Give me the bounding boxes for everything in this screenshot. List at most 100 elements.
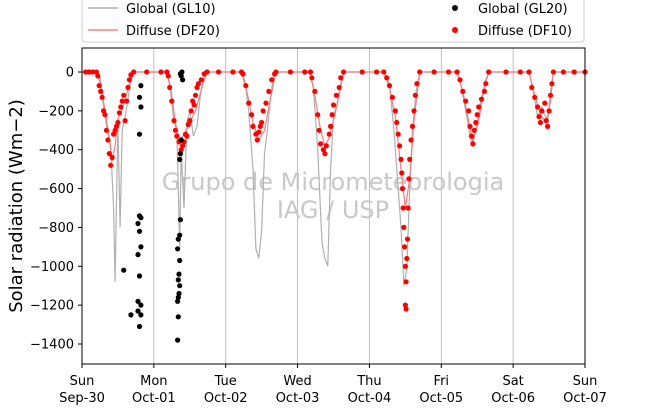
- vertical-gridlines: [153, 48, 514, 364]
- y-tick-label-800: −800: [38, 221, 74, 236]
- point-diffuse-df10-108: [402, 244, 408, 250]
- point-diffuse-df10-1: [86, 69, 92, 75]
- point-diffuse-df10-142: [503, 69, 509, 75]
- point-diffuse-df10-158: [560, 69, 567, 75]
- point-diffuse-df10-132: [468, 133, 475, 139]
- point-diffuse-df10-20: [118, 104, 124, 110]
- point-diffuse-df10-59: [243, 83, 249, 89]
- point-diffuse-df10-45: [187, 118, 193, 124]
- point-diffuse-df10-19: [116, 110, 122, 116]
- x-tick-date-oct-02: Oct-02: [204, 391, 248, 406]
- point-diffuse-df10-141: [486, 69, 492, 75]
- point-diffuse-df10-118: [408, 137, 414, 143]
- point-global-gl20-4: [136, 323, 143, 330]
- point-diffuse-df10-18: [115, 119, 121, 126]
- point-diffuse-df10-79: [315, 112, 321, 118]
- point-global-gl20-18: [175, 337, 181, 343]
- point-global-gl20-36: [177, 71, 183, 77]
- point-diffuse-df10-71: [269, 77, 275, 83]
- point-diffuse-df10-15: [111, 131, 117, 137]
- x-tick-weekday-oct-03: Wed: [283, 374, 311, 389]
- x-tick-date-oct-07: Oct-07: [563, 391, 607, 406]
- point-diffuse-df10-126: [454, 69, 460, 75]
- point-diffuse-df10-32: [165, 73, 171, 79]
- y-tick-label-1000: −1000: [30, 260, 74, 275]
- legend-box: [81, 0, 585, 43]
- point-diffuse-df10-17: [113, 123, 120, 129]
- point-diffuse-df10-30: [158, 69, 164, 75]
- point-diffuse-df10-96: [384, 75, 390, 81]
- point-diffuse-df10-112: [403, 306, 409, 312]
- point-diffuse-df10-25: [125, 84, 131, 91]
- point-diffuse-df10-29: [144, 69, 150, 75]
- series-layer: [82, 69, 588, 343]
- point-diffuse-df10-66: [257, 123, 263, 129]
- point-global-gl20-20: [175, 298, 181, 304]
- point-diffuse-df10-62: [250, 123, 256, 129]
- point-diffuse-df10-110: [403, 279, 409, 285]
- point-diffuse-df10-128: [460, 88, 466, 94]
- point-global-gl20-9: [138, 244, 144, 250]
- point-diffuse-df10-67: [259, 119, 265, 126]
- point-diffuse-df10-93: [359, 69, 365, 75]
- point-diffuse-df10-119: [409, 123, 416, 129]
- point-diffuse-df10-105: [399, 186, 406, 192]
- point-diffuse-df10-33: [167, 84, 173, 91]
- x-axis: Sun Sep-30 Mon Oct-01 Tue Oct-02 Wed Oct-03 Thu O…: [59, 364, 607, 406]
- series-diffuse-df10: [83, 69, 588, 312]
- point-diffuse-df10-136: [474, 112, 480, 118]
- point-diffuse-df10-92: [341, 69, 347, 75]
- point-diffuse-df10-123: [417, 69, 423, 75]
- point-diffuse-df10-70: [266, 88, 272, 94]
- point-diffuse-df10-140: [483, 81, 489, 87]
- point-diffuse-df10-102: [397, 143, 403, 149]
- point-diffuse-df10-2: [90, 69, 96, 75]
- point-diffuse-df10-103: [398, 156, 404, 162]
- point-diffuse-df10-85: [326, 131, 332, 137]
- point-global-gl20-10: [136, 228, 143, 234]
- point-diffuse-df10-28: [131, 69, 137, 75]
- point-global-gl20-13: [138, 215, 144, 221]
- point-diffuse-df10-54: [204, 69, 210, 75]
- point-diffuse-df10-22: [121, 92, 127, 98]
- plot-frame: [81, 47, 586, 365]
- point-global-gl20-0: [121, 267, 127, 273]
- point-diffuse-df10-115: [405, 205, 411, 211]
- point-diffuse-df10-6: [98, 88, 104, 94]
- point-diffuse-df10-131: [467, 123, 473, 129]
- point-diffuse-df10-46: [188, 108, 194, 114]
- y-tick-label-400: −400: [38, 143, 74, 158]
- point-diffuse-df10-106: [400, 205, 406, 211]
- watermark-line-2: IAG / USP: [277, 196, 389, 224]
- point-diffuse-df10-148: [536, 114, 542, 120]
- point-diffuse-df10-9: [102, 112, 108, 118]
- point-diffuse-df10-99: [392, 108, 398, 114]
- point-diffuse-df10-78: [312, 88, 318, 94]
- point-diffuse-df10-5: [96, 83, 102, 89]
- point-global-gl20-31: [177, 156, 183, 162]
- point-global-gl20-27: [175, 246, 181, 252]
- point-diffuse-df10-87: [329, 112, 335, 118]
- point-diffuse-df10-111: [402, 302, 408, 308]
- point-diffuse-df10-125: [445, 69, 452, 75]
- point-diffuse-df10-83: [322, 151, 328, 157]
- point-diffuse-df10-146: [532, 94, 538, 100]
- point-diffuse-df10-124: [431, 69, 437, 75]
- point-diffuse-df10-47: [190, 98, 196, 104]
- point-global-gl20-16: [136, 94, 143, 100]
- point-global-gl20-6: [136, 273, 143, 279]
- legend-label-global-gl20: Global (GL20): [478, 2, 568, 17]
- point-diffuse-df10-73: [273, 69, 279, 75]
- point-global-gl20-1: [128, 312, 134, 318]
- x-tick-weekday-oct-02: Tue: [214, 374, 237, 389]
- point-diffuse-df10-145: [529, 84, 535, 91]
- point-diffuse-df10-37: [174, 133, 180, 139]
- point-diffuse-df10-121: [412, 92, 418, 98]
- legend-swatch-global-gl20: [452, 5, 458, 11]
- legend-label-global-gl10: Global (GL10): [126, 2, 216, 17]
- point-diffuse-df10-43: [184, 133, 190, 139]
- point-diffuse-df10-156: [549, 81, 555, 87]
- point-global-gl20-33: [178, 137, 184, 143]
- point-diffuse-df10-154: [546, 108, 552, 114]
- point-diffuse-df10-14: [109, 154, 115, 161]
